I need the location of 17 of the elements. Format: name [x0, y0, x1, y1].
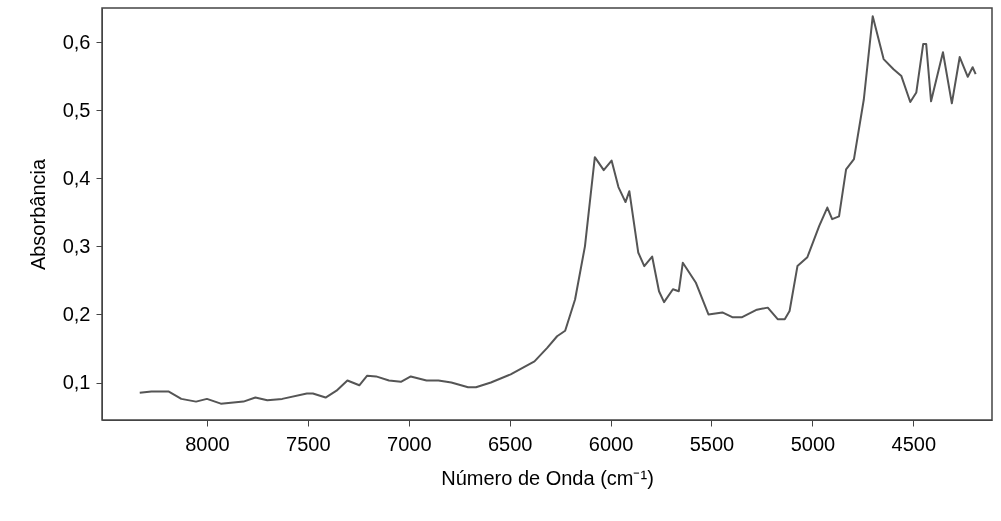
x-tick-label: 5500: [689, 432, 735, 455]
x-tick-label: 5000: [790, 432, 836, 455]
x-tick-label: 7000: [387, 432, 432, 455]
x-tick-label: 8000: [185, 432, 230, 455]
x-axis-title: Número de Onda (cm⁻¹): [441, 466, 654, 489]
y-axis-title: Absorbância: [26, 158, 49, 271]
x-tick-label: 4500: [891, 432, 937, 455]
x-tick-label: 6000: [588, 432, 634, 455]
y-tick-label: 0,2: [62, 302, 91, 325]
x-tick-label: 6500: [487, 432, 533, 455]
y-tick-label: 0,4: [62, 166, 91, 189]
line-series: [138, 15, 977, 405]
y-tick-label: 0,6: [62, 30, 91, 53]
x-tick-label: 7500: [286, 432, 331, 455]
y-tick-label: 0,5: [62, 98, 91, 121]
y-tick-label: 0,3: [62, 234, 91, 257]
y-tick-label: 0,1: [62, 371, 91, 394]
